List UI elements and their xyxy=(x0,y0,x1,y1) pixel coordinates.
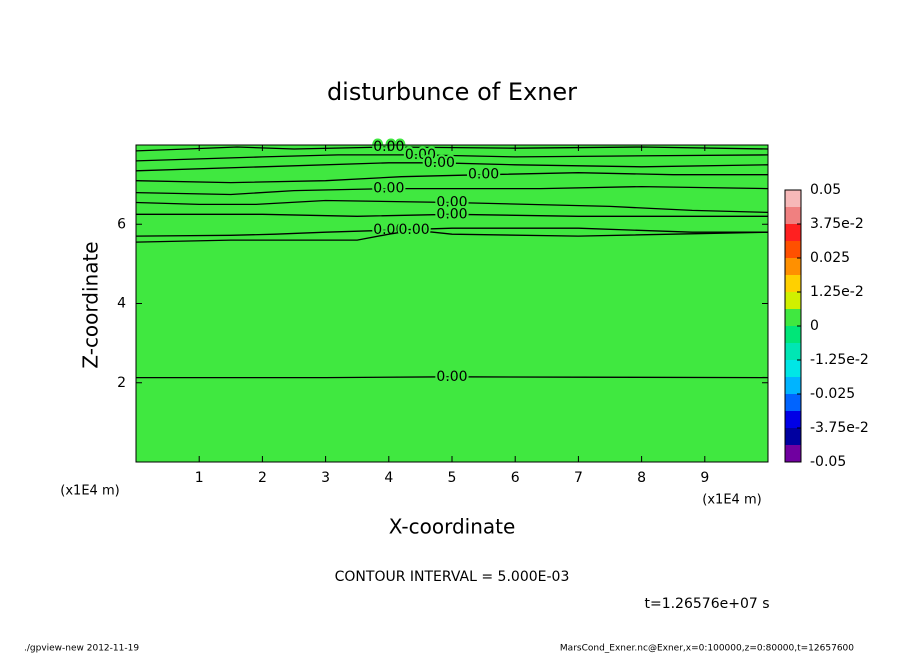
x-axis-label: X-coordinate xyxy=(389,515,516,539)
colorbar-band xyxy=(785,377,801,394)
colorbar-tick-label: 0 xyxy=(810,318,819,334)
contour-field xyxy=(136,145,768,462)
contour-line xyxy=(135,162,769,172)
contour-line xyxy=(135,172,768,184)
contour-line xyxy=(135,199,769,214)
contour-line xyxy=(135,227,768,237)
colorbar-band xyxy=(785,292,801,309)
colorbar-band xyxy=(785,224,801,241)
colorbar-band xyxy=(785,445,801,462)
colorbar-band xyxy=(785,309,801,326)
colorbar-tick-label: 0.05 xyxy=(810,182,841,198)
x-tick-label: 6 xyxy=(511,470,520,486)
x-tick-label: 4 xyxy=(384,470,393,486)
x-tick-label: 8 xyxy=(637,470,646,486)
colorbar-tick-label: 3.75e-2 xyxy=(810,216,864,232)
contour-label: 0.00 xyxy=(373,181,404,197)
colorbar-band xyxy=(785,343,801,360)
x-tick-label: 5 xyxy=(448,470,457,486)
x-tick-label: 2 xyxy=(258,470,267,486)
colorbar-band xyxy=(785,207,801,224)
chart-title: disturbunce of Exner xyxy=(327,78,577,106)
contour-line xyxy=(135,229,769,243)
contour-label: 0.00 xyxy=(405,147,436,163)
contour-label: 0.00 xyxy=(436,369,467,385)
contour-line xyxy=(135,154,769,162)
contour-line xyxy=(136,376,769,379)
y-tick-label: 2 xyxy=(117,375,126,391)
colorbar-band xyxy=(785,190,801,207)
contour-line xyxy=(135,146,769,152)
footer-left: ./gpview-new 2012-11-19 xyxy=(24,644,139,654)
colorbar-tick-label: -1.25e-2 xyxy=(810,352,869,368)
y-tick-label: 6 xyxy=(117,216,126,232)
colorbar-tick-label: -0.05 xyxy=(810,454,846,470)
contour-label: 0.00 xyxy=(424,155,455,171)
time-label: t=1.26576e+07 s xyxy=(644,596,769,612)
contour-label: 0.00 xyxy=(436,194,467,210)
colorbar-band xyxy=(785,394,801,411)
contour-line xyxy=(136,213,768,217)
colorbar-tick-label: 1.25e-2 xyxy=(810,284,864,300)
colorbar-band xyxy=(785,411,801,428)
y-axis-label: Z-coordinate xyxy=(79,241,103,368)
x-tick-label: 7 xyxy=(574,470,583,486)
footer-right: MarsCond_Exner.nc@Exner,x=0:100000,z=0:8… xyxy=(560,644,854,654)
colorbar-band xyxy=(785,258,801,275)
contour-label: 0.00 xyxy=(436,206,467,222)
colorbar-tick-label: 0.025 xyxy=(810,250,850,266)
contour-interval: CONTOUR INTERVAL = 5.000E-03 xyxy=(335,569,570,585)
x-unit: (x1E4 m) xyxy=(702,493,761,508)
y-tick-label: 4 xyxy=(117,296,126,312)
colorbar-band xyxy=(785,326,801,343)
contour-label: 0.00 xyxy=(398,222,429,238)
colorbar-tick-label: -3.75e-2 xyxy=(810,420,869,436)
colorbar-band xyxy=(785,275,801,292)
colorbar-tick-label: -0.025 xyxy=(810,386,855,402)
x-tick-label: 9 xyxy=(700,470,709,486)
colorbar-band xyxy=(785,428,801,445)
contour-line xyxy=(135,185,769,196)
x-tick-label: 1 xyxy=(195,470,204,486)
colorbar-band xyxy=(785,241,801,258)
colorbar-band xyxy=(785,360,801,377)
x-tick-label: 3 xyxy=(321,470,330,486)
contour-label: 0.00 xyxy=(468,167,499,183)
y-unit: (x1E4 m) xyxy=(60,484,119,499)
